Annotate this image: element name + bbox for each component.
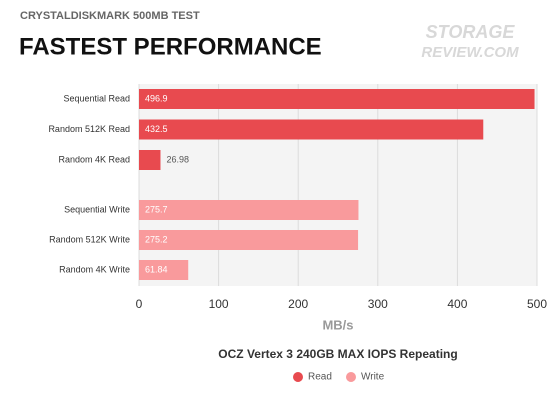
value-label: 432.5 (145, 124, 168, 134)
y-tick-label: Random 512K Read (48, 124, 130, 134)
value-label: 61.84 (145, 264, 168, 274)
bar (139, 260, 189, 280)
y-tick-label: Sequential Read (63, 93, 130, 103)
legend-swatch (293, 372, 303, 382)
y-tick-label: Random 4K Read (58, 154, 130, 164)
value-label: 275.2 (145, 234, 168, 244)
y-tick-label: Sequential Write (64, 204, 130, 214)
value-label: 496.9 (145, 93, 168, 103)
y-tick-label: Random 4K Write (59, 264, 130, 274)
x-tick-label: 0 (136, 297, 143, 311)
x-tick-label: 200 (288, 297, 308, 311)
legend-label: Write (361, 372, 385, 383)
watermark: STORAGE (426, 22, 516, 42)
x-tick-label: 100 (209, 297, 229, 311)
legend-label: Read (308, 372, 332, 383)
value-label: 26.98 (166, 154, 189, 164)
x-axis-label: MB/s (322, 317, 353, 332)
y-tick-label: Random 512K Write (49, 234, 130, 244)
bar (139, 200, 359, 220)
plot-area (139, 84, 537, 286)
legend-swatch (346, 372, 356, 382)
bar (139, 89, 535, 109)
chart-subtitle: CRYSTALDISKMARK 500MB TEST (20, 10, 200, 22)
legend-title: OCZ Vertex 3 240GB MAX IOPS Repeating (218, 347, 457, 361)
bar (139, 230, 359, 250)
x-tick-label: 300 (368, 297, 388, 311)
watermark: REVIEW.COM (421, 44, 519, 61)
bar (139, 119, 484, 140)
x-tick-label: 500 (527, 297, 547, 311)
value-label: 275.7 (145, 204, 168, 214)
chart-title: FASTEST PERFORMANCE (19, 33, 322, 60)
bar (139, 150, 161, 170)
x-tick-label: 400 (447, 297, 467, 311)
